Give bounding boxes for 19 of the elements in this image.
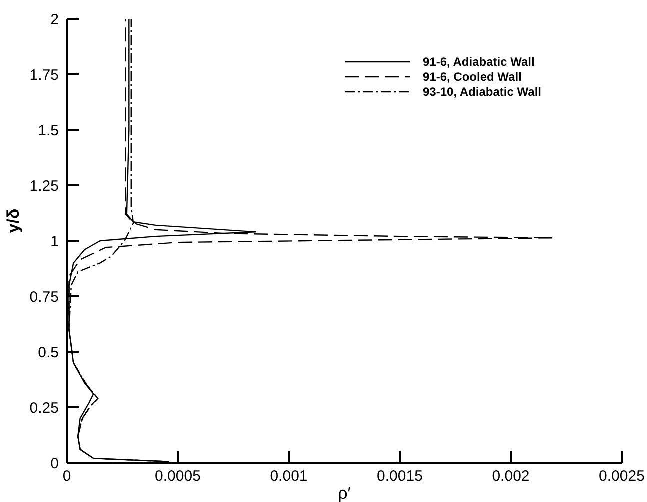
x-tick-label: 0.001 — [270, 468, 308, 485]
y-tick-label: 1.5 — [38, 122, 59, 140]
y-tick-label: 0.25 — [30, 400, 59, 417]
y-axis-title: y/δ — [4, 208, 23, 234]
y-tick-label: 1.25 — [30, 178, 59, 195]
x-tick-label: 0.0025 — [599, 468, 645, 485]
y-tick-label: 0 — [50, 455, 59, 472]
text: 91-6, Adiabatic Wall — [423, 55, 535, 70]
x-tick-label: 0.0015 — [377, 468, 423, 485]
y-tick-label: 2 — [50, 11, 59, 28]
y-tick-label: 0.75 — [30, 288, 59, 306]
text: 91-6, Cooled Wall — [423, 70, 522, 84]
x-tick-label: 0 — [62, 468, 72, 485]
y-tick-label: 1 — [50, 233, 59, 250]
x-tick-label: 0.002 — [492, 468, 530, 485]
y-tick-label: 1.75 — [30, 66, 59, 84]
y-tick-label: 0.5 — [38, 344, 59, 362]
x-tick-label: 0.0005 — [155, 468, 201, 485]
text: 93-10, Adiabatic Wall — [423, 85, 542, 100]
